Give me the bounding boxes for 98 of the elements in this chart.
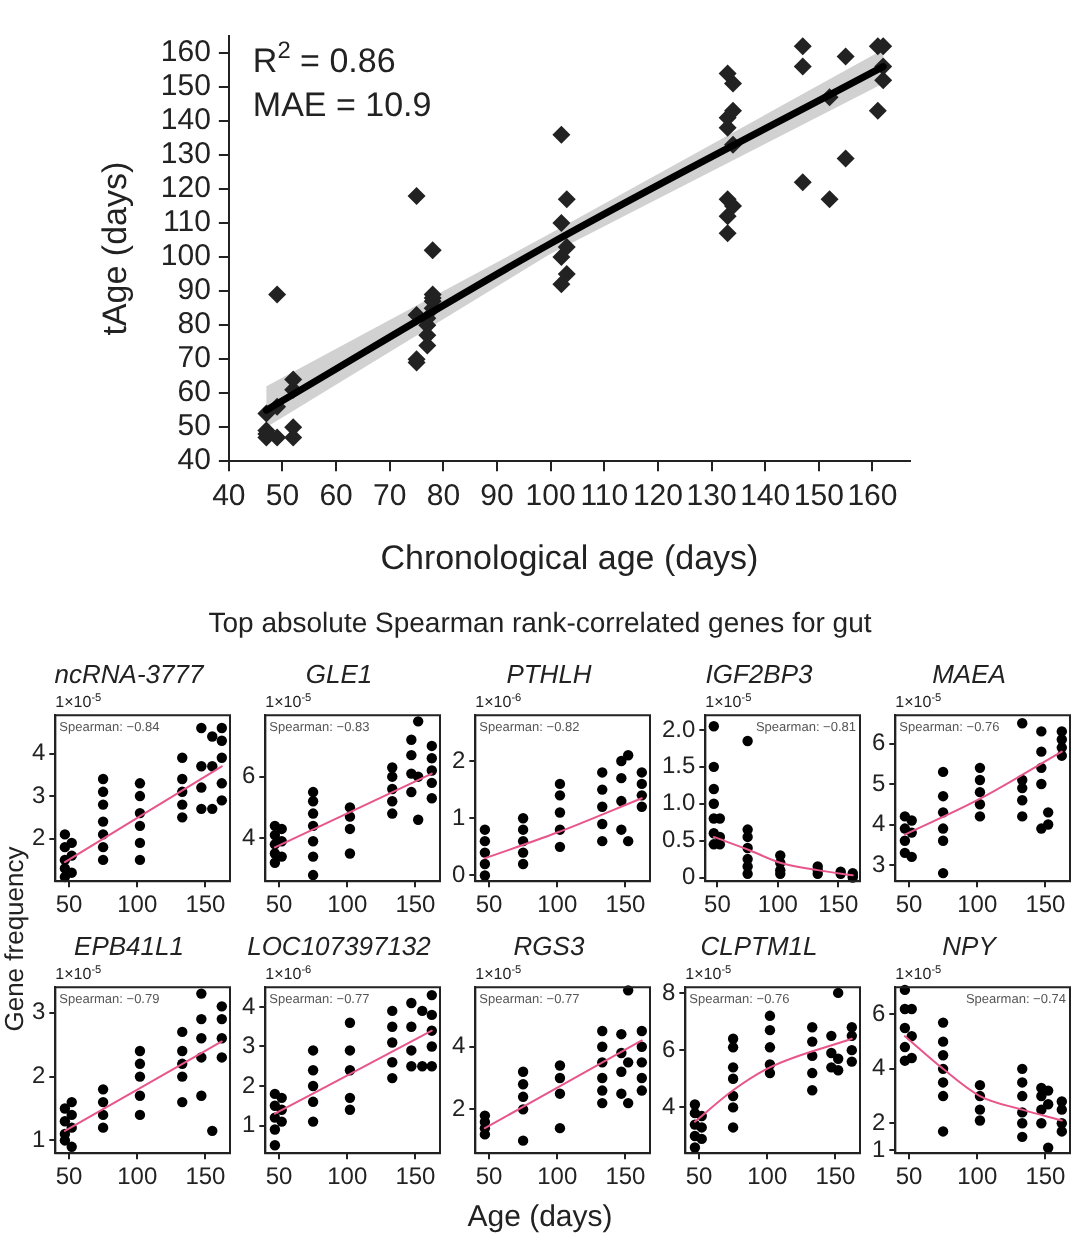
y-tick-label: 140: [160, 103, 211, 138]
x-tick-label: 50: [475, 1162, 503, 1191]
y-tick-label: 2: [241, 1070, 256, 1099]
x-tick-label: 110: [580, 479, 629, 514]
y-tick-label: 70: [177, 341, 211, 376]
x-tick-label: 100: [327, 890, 368, 919]
y-tick-label: 4: [661, 1092, 676, 1121]
chart-title: PTHLH: [506, 658, 593, 689]
y-tick-label: 100: [160, 239, 211, 274]
x-tick-label: 150: [605, 1162, 647, 1191]
y-tick-label: 2: [451, 745, 466, 774]
y-tick-label: 2: [451, 1093, 466, 1122]
text: Top absolute Spearman rank-correlated genes for gut: [208, 606, 872, 638]
text: Gene frequency: [0, 846, 29, 1032]
x-tick-label: 100: [747, 1162, 788, 1191]
x-tick-label: 150: [1025, 1162, 1067, 1191]
x-tick-label: 150: [605, 890, 647, 919]
x-tick-label: 50: [265, 479, 300, 514]
y-tick-label: 1: [451, 802, 466, 831]
x-tick-label: 100: [957, 1162, 998, 1191]
y-tick-label: 4: [241, 991, 256, 1020]
chart-title: CLPTM1L: [700, 930, 818, 961]
y-tick-label: 6: [871, 728, 886, 757]
y-tick-label: 1.0: [661, 788, 696, 817]
y-tick-label: 60: [177, 375, 211, 410]
x-tick-label: 100: [757, 890, 799, 919]
y-tick-label: 2: [31, 823, 46, 852]
x-tick-label: 150: [815, 1162, 857, 1191]
chart-title: IGF2BP3: [705, 658, 814, 689]
x-tick-label: 100: [117, 890, 158, 919]
chart-title: LOC107397132: [247, 930, 433, 961]
x-tick-label: 150: [818, 890, 859, 919]
x-tick-label: 100: [537, 890, 578, 919]
x-tick-label: 130: [686, 479, 737, 514]
y-tick-label: 2: [871, 1107, 886, 1136]
x-tick-label: 150: [793, 479, 844, 514]
chart-title: NPY: [942, 930, 999, 961]
x-tick-label: 50: [265, 890, 293, 919]
x-axis-title: Chronological age (days): [380, 538, 759, 577]
y-tick-label: 4: [871, 1053, 886, 1082]
y-tick-label: 160: [160, 35, 211, 70]
x-tick-label: 100: [117, 1162, 158, 1191]
x-tick-label: 140: [740, 479, 791, 514]
x-tick-label: 100: [327, 1162, 368, 1191]
y-tick-label: 80: [177, 307, 211, 342]
y-tick-label: 6: [241, 761, 256, 790]
y-tick-label: 8: [661, 977, 676, 1006]
x-tick-label: 50: [895, 1162, 923, 1191]
chart-title: GLE1: [305, 658, 373, 689]
y-tick-label: 2: [31, 1061, 46, 1090]
y-tick-label: 150: [160, 69, 211, 104]
x-tick-label: 50: [895, 890, 923, 919]
x-tick-label: 50: [55, 890, 83, 919]
x-tick-label: 50: [265, 1162, 293, 1191]
chart-title: MAEA: [932, 658, 1006, 689]
y-tick-label: 130: [160, 137, 211, 172]
y-tick-label: 0.5: [661, 825, 696, 854]
x-tick-label: 60: [319, 479, 353, 514]
y-tick-label: 5: [871, 768, 886, 797]
annotation: MAE = 10.9: [252, 86, 432, 124]
y-tick-label: 90: [177, 273, 211, 308]
y-tick-label: 1.5: [661, 751, 696, 780]
y-tick-label: 0: [451, 860, 466, 889]
x-tick-label: 150: [395, 1162, 437, 1191]
x-tick-label: 70: [373, 479, 407, 514]
y-tick-label: 120: [160, 171, 211, 206]
y-tick-label: 4: [451, 1031, 466, 1060]
y-tick-label: 50: [177, 409, 211, 444]
x-tick-label: 50: [704, 890, 732, 919]
y-tick-label: 110: [163, 205, 211, 240]
y-tick-label: 6: [871, 999, 886, 1028]
x-tick-label: 150: [1025, 890, 1067, 919]
y-axis-title: tAge (days): [95, 161, 134, 336]
y-tick-label: 4: [241, 822, 256, 851]
y-tick-label: 6: [661, 1034, 676, 1063]
y-tick-label: 1: [31, 1125, 46, 1154]
x-tick-label: 100: [525, 479, 576, 514]
y-tick-label: 2.0: [661, 714, 696, 743]
y-tick-label: 3: [31, 997, 46, 1026]
x-tick-label: 50: [55, 1162, 83, 1191]
y-tick-label: 1: [241, 1110, 256, 1139]
x-tick-label: 90: [480, 479, 514, 514]
x-tick-label: 150: [395, 890, 437, 919]
y-tick-label: 3: [241, 1031, 256, 1060]
x-tick-label: 100: [957, 890, 998, 919]
y-tick-label: 3: [871, 849, 886, 878]
chart-title: RGS3: [513, 930, 586, 961]
x-tick-label: 100: [537, 1162, 578, 1191]
y-tick-label: 4: [31, 738, 46, 767]
chart-title: ncRNA-3777: [54, 658, 205, 689]
chart-title: EPB41L1: [74, 930, 184, 961]
y-tick-label: 3: [31, 780, 46, 809]
y-tick-label: 4: [871, 809, 886, 838]
x-tick-label: 50: [475, 890, 503, 919]
y-tick-label: 0: [681, 862, 696, 891]
y-tick-label: 40: [177, 443, 211, 478]
text: Age (days): [467, 1200, 613, 1234]
y-tick-label: 1: [871, 1135, 886, 1164]
